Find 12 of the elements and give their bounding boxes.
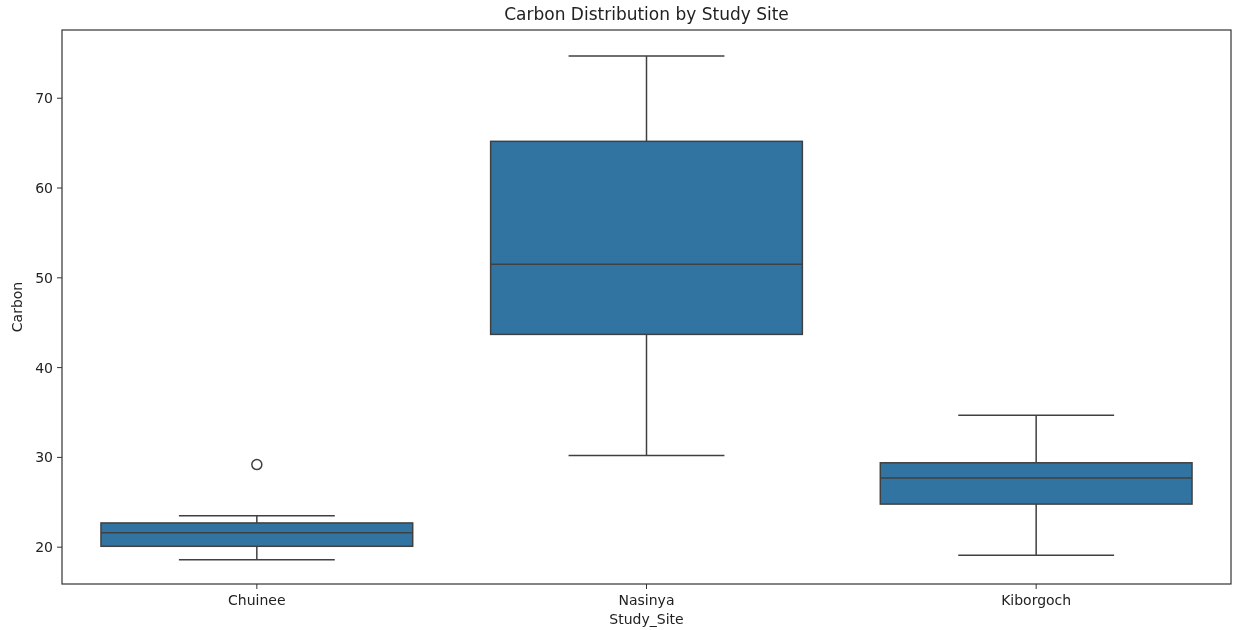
y-tick-label: 40 bbox=[35, 359, 53, 376]
x-tick-label: Chuinee bbox=[228, 592, 286, 608]
x-axis-title: Study_Site bbox=[609, 611, 684, 627]
y-tick-label: 60 bbox=[35, 179, 53, 196]
y-axis-title: Carbon bbox=[9, 281, 25, 333]
y-tick-label: 70 bbox=[35, 90, 53, 107]
x-tick-label: Nasinya bbox=[618, 592, 675, 608]
y-tick-label: 20 bbox=[35, 539, 53, 556]
y-tick-label: 50 bbox=[35, 269, 53, 286]
chart-title: Carbon Distribution by Study Site bbox=[504, 4, 789, 24]
x-tick-label: Kiborgoch bbox=[1001, 592, 1072, 608]
y-tick-label: 30 bbox=[35, 449, 53, 466]
